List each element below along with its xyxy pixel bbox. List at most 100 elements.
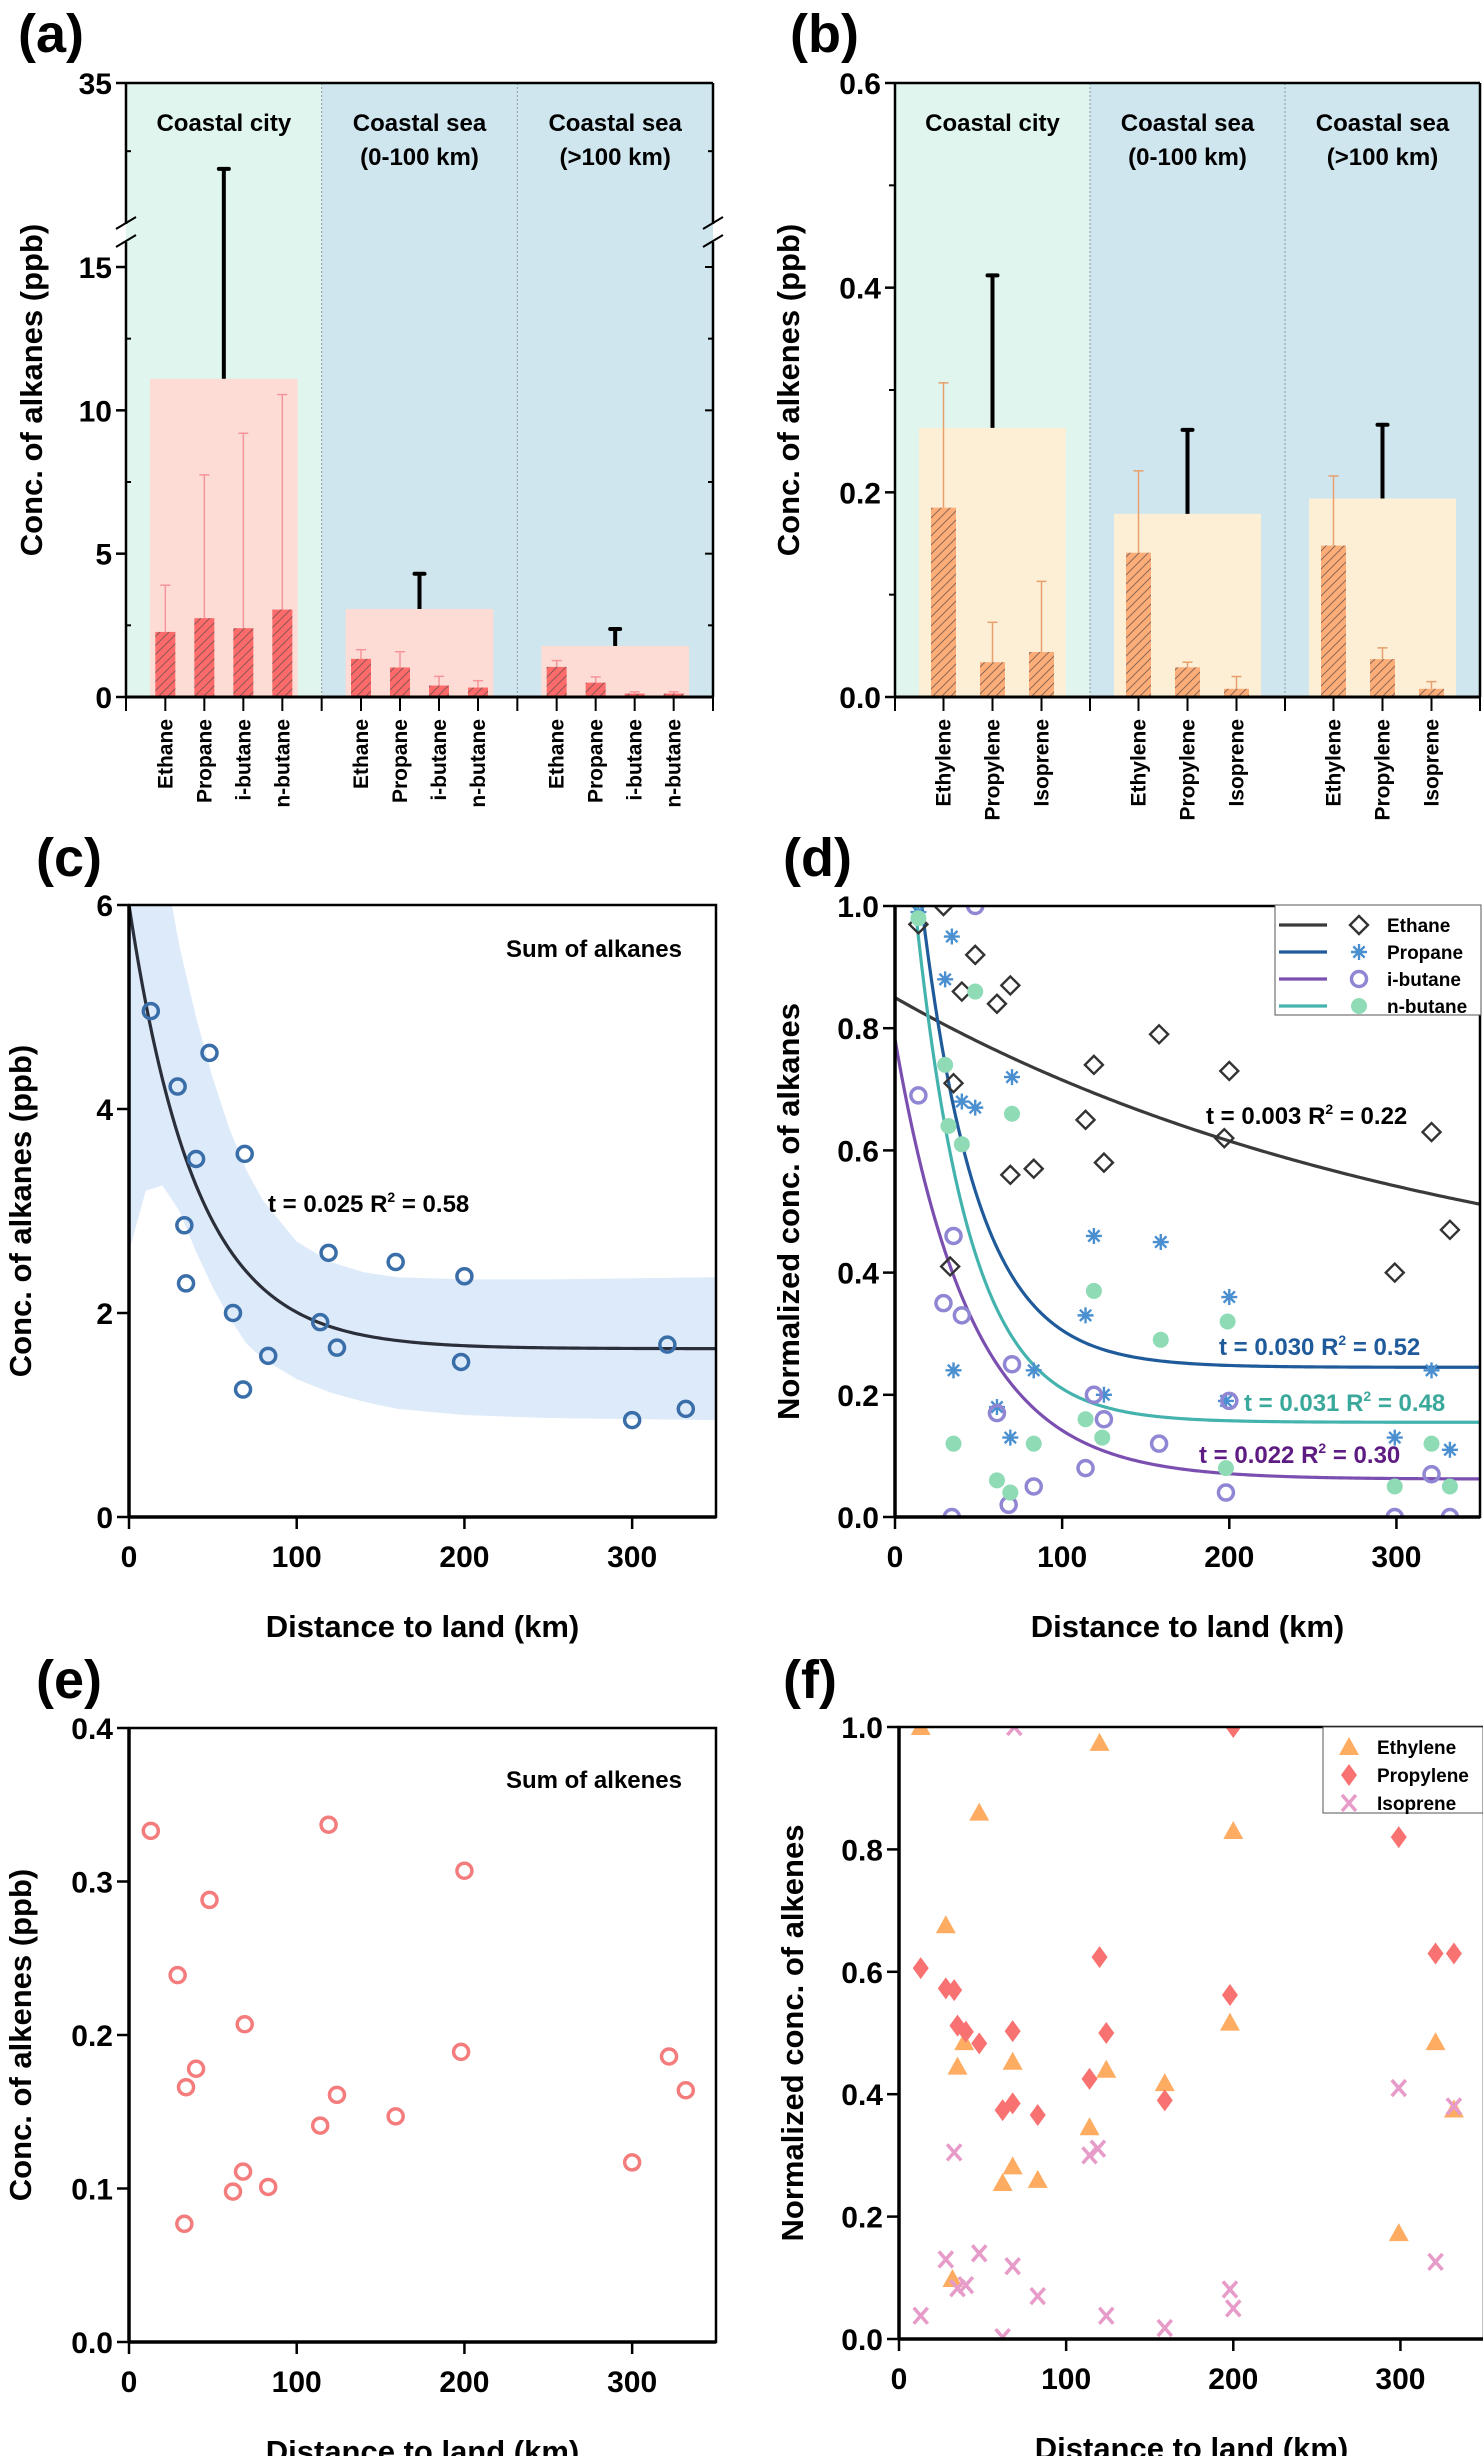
data-point — [1004, 2020, 1021, 2043]
x-tick-label: 100 — [1037, 1541, 1087, 1574]
data-point — [1440, 1507, 1460, 1517]
category-label: Propane — [193, 719, 216, 803]
region-label: (>100 km) — [559, 144, 670, 171]
data-point — [1351, 998, 1367, 1014]
data-point — [186, 2059, 206, 2079]
x-tick-label: 0 — [121, 2366, 138, 2399]
plot-area — [895, 906, 1480, 1517]
bar-hatch — [1126, 552, 1151, 697]
panel-e: 0 100 200 300 0.0 0.1 0.2 0.3 0.4 Sum of alkenes — [71, 1713, 718, 2399]
category-label: i-butane — [624, 719, 647, 801]
bar-hatch — [624, 693, 645, 697]
category-label: Isoprene — [1226, 719, 1249, 807]
data-point — [622, 2153, 642, 2172]
fit-curve-sum of alkanes — [129, 905, 716, 1351]
axis-break-mark — [702, 234, 724, 248]
data-point — [1024, 1477, 1043, 1496]
category-label: Ethylene — [933, 719, 956, 807]
y-tick-label: 0.3 — [71, 1867, 113, 1900]
y-tick-label: 0 — [95, 682, 112, 715]
y-tick-label: 0.4 — [837, 1258, 879, 1291]
data-point — [932, 906, 955, 917]
data-point — [1006, 1727, 1023, 1737]
data-point — [451, 2042, 471, 2062]
bar-hatch — [233, 628, 254, 697]
region-label: Coastal sea — [548, 110, 682, 137]
panel-annotation: Sum of alkenes — [506, 1767, 682, 1794]
data-point — [310, 1312, 330, 1332]
data-point — [1423, 1435, 1440, 1452]
data-point — [939, 1255, 961, 1278]
panel-label: (e) — [36, 1650, 102, 1710]
data-point — [200, 1043, 219, 1063]
data-point — [1423, 1362, 1440, 1379]
data-point — [999, 1164, 1022, 1186]
data-point — [1098, 2022, 1115, 2044]
data-point — [1085, 1282, 1102, 1299]
data-point — [1093, 1151, 1115, 1174]
data-point — [1218, 1060, 1240, 1082]
panel-f: 0 100 200 300 0.0 0.2 0.4 0.6 0.8 1.0 — [841, 1712, 1483, 2396]
data-point — [1217, 1392, 1234, 1409]
category-label: Ethane — [350, 719, 373, 789]
x-axis-title: Distance to land (km) — [1031, 1609, 1345, 1644]
data-point — [1152, 1331, 1169, 1348]
y-axis-title: Normalized conc. of alkenes — [775, 1825, 810, 2242]
data-point — [258, 2177, 278, 2197]
category-label: Propylene — [982, 719, 1005, 821]
data-point — [235, 2015, 254, 2034]
fit-t-value: t = 0.003 R — [1206, 1103, 1325, 1130]
fit-curve-ethane — [895, 996, 1480, 1206]
panel-label: (a) — [18, 4, 84, 64]
data-point — [937, 2250, 955, 2269]
y-tick-label: 0.2 — [839, 477, 881, 510]
y-axis-title: Conc. of alkanes (ppb) — [14, 224, 49, 556]
data-point — [1220, 1391, 1239, 1411]
fit-t-value: t = 0.031 R — [1244, 1390, 1363, 1417]
fit-curve-n-butane — [913, 906, 1480, 1424]
data-point — [319, 1243, 338, 1263]
y-tick-label: 0.6 — [841, 1957, 883, 1990]
data-point — [659, 2047, 679, 2066]
data-point — [1216, 1483, 1236, 1502]
legend: Ethane Propane i-butane n-butane — [1274, 904, 1482, 1018]
plot-area — [141, 1815, 696, 2234]
fit-curve-propane — [920, 906, 1480, 1369]
bar-hatch — [1029, 651, 1054, 697]
data-point — [1079, 2117, 1100, 2136]
superscript-2: 2 — [1318, 1440, 1326, 1456]
panel-d: 0 100 200 300 0.0 0.2 0.4 0.6 0.8 1.0 — [837, 891, 1482, 1574]
bar-hatch — [980, 662, 1005, 697]
data-point — [186, 1149, 206, 1169]
data-point — [942, 2269, 963, 2288]
data-point — [176, 1274, 196, 1293]
data-point — [994, 2328, 1011, 2339]
y-tick-label: 0.1 — [71, 2174, 113, 2207]
region-background — [517, 83, 713, 697]
y-tick-label: 0.4 — [839, 273, 881, 306]
bar-hatch — [272, 609, 293, 697]
category-label: Ethane — [546, 719, 569, 789]
data-point — [319, 1815, 338, 1834]
y-tick-label: 0.6 — [837, 1135, 879, 1168]
fit-t-value: t = 0.022 R — [1199, 1442, 1318, 1469]
y-tick-label: 0.0 — [839, 682, 881, 715]
bar-hatch — [663, 693, 684, 697]
panel-c: 0 100 200 300 0 2 4 6 Sum of alkanes — [96, 890, 718, 1574]
data-point — [999, 974, 1022, 997]
y-tick-label: 0.0 — [837, 1502, 879, 1535]
data-point — [1002, 1355, 1022, 1374]
fit-r2-value: = 0.48 — [1371, 1390, 1445, 1417]
panel-label: (f) — [783, 1650, 837, 1710]
data-point — [971, 2032, 988, 2055]
data-point — [176, 2077, 196, 2097]
y-tick-label: 0.2 — [841, 2202, 883, 2235]
y-axis-title: Conc. of alkenes (ppb) — [771, 224, 806, 556]
legend-label: Propane — [1387, 943, 1463, 964]
bar-hatch — [546, 666, 567, 697]
data-point — [233, 1380, 253, 1399]
y-tick-label: 0.2 — [71, 2020, 113, 2053]
y-tick-label: 5 — [95, 539, 112, 572]
data-point — [1076, 1458, 1095, 1478]
